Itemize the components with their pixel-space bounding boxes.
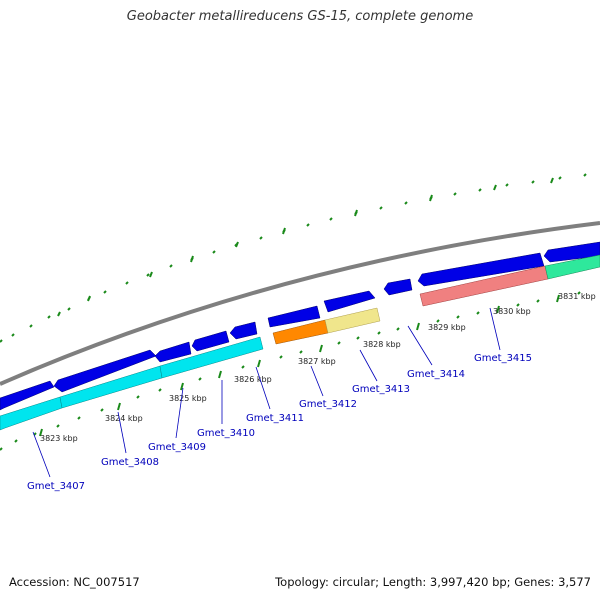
accession-text: Accession: NC_007517 bbox=[9, 575, 140, 589]
gene-bar-cyan bbox=[159, 336, 264, 379]
kbp-label: 3826 kbp bbox=[234, 375, 272, 384]
gene-arrow bbox=[267, 305, 321, 328]
gene-arrow bbox=[323, 290, 376, 313]
gene-arrow bbox=[191, 330, 230, 352]
topology-summary: Topology: circular; Length: 3,997,420 bp… bbox=[275, 575, 591, 589]
kbp-label: 3828 kbp bbox=[363, 340, 401, 349]
gene-label-gmet-3407: Gmet_3407 bbox=[27, 481, 85, 492]
gene-bar-seagreen bbox=[544, 254, 600, 280]
gene-label-leaders bbox=[32, 307, 501, 478]
gene-arrow bbox=[229, 321, 258, 340]
inner-tick-ring bbox=[0, 291, 581, 451]
genome-backbone bbox=[0, 221, 600, 386]
map-title: Geobacter metallireducens GS-15, complet… bbox=[126, 9, 474, 24]
gene-label-gmet-3414: Gmet_3414 bbox=[407, 369, 465, 380]
gene-arrow bbox=[543, 241, 600, 263]
gene-bar-cyan bbox=[0, 396, 63, 431]
kbp-scale-labels: 3823 kbp 3824 kbp 3825 kbp 3826 kbp 3827… bbox=[40, 292, 596, 443]
gene-label-gmet-3412: Gmet_3412 bbox=[299, 399, 357, 410]
gene-label-gmet-3415: Gmet_3415 bbox=[474, 353, 532, 364]
gene-arrow bbox=[53, 349, 157, 393]
kbp-label: 3830 kbp bbox=[493, 307, 531, 316]
gene-arrow bbox=[417, 252, 545, 287]
gene-label-gmet-3411: Gmet_3411 bbox=[246, 413, 304, 424]
gene-label-gmet-3413: Gmet_3413 bbox=[352, 384, 410, 395]
kbp-label: 3827 kbp bbox=[298, 357, 336, 366]
forward-strand-genes[interactable] bbox=[0, 241, 600, 411]
gene-label-gmet-3408: Gmet_3408 bbox=[101, 457, 159, 468]
gene-label-gmet-3410: Gmet_3410 bbox=[197, 428, 255, 439]
gene-arrow bbox=[383, 278, 413, 296]
gene-label-gmet-3409: Gmet_3409 bbox=[148, 442, 206, 453]
gene-bar-khaki bbox=[324, 307, 381, 334]
kbp-label: 3823 kbp bbox=[40, 434, 78, 443]
kbp-label: 3825 kbp bbox=[169, 394, 207, 403]
outer-tick-ring bbox=[0, 173, 587, 343]
reverse-strand-genes[interactable] bbox=[0, 254, 600, 431]
kbp-label: 3831 kbp bbox=[558, 292, 596, 301]
gene-arrow bbox=[154, 341, 192, 363]
kbp-label: 3824 kbp bbox=[105, 414, 143, 423]
gene-labels[interactable]: Gmet_3407 Gmet_3408 Gmet_3409 Gmet_3410 … bbox=[27, 353, 532, 492]
kbp-label: 3829 kbp bbox=[428, 323, 466, 332]
gene-arrow bbox=[0, 380, 55, 411]
